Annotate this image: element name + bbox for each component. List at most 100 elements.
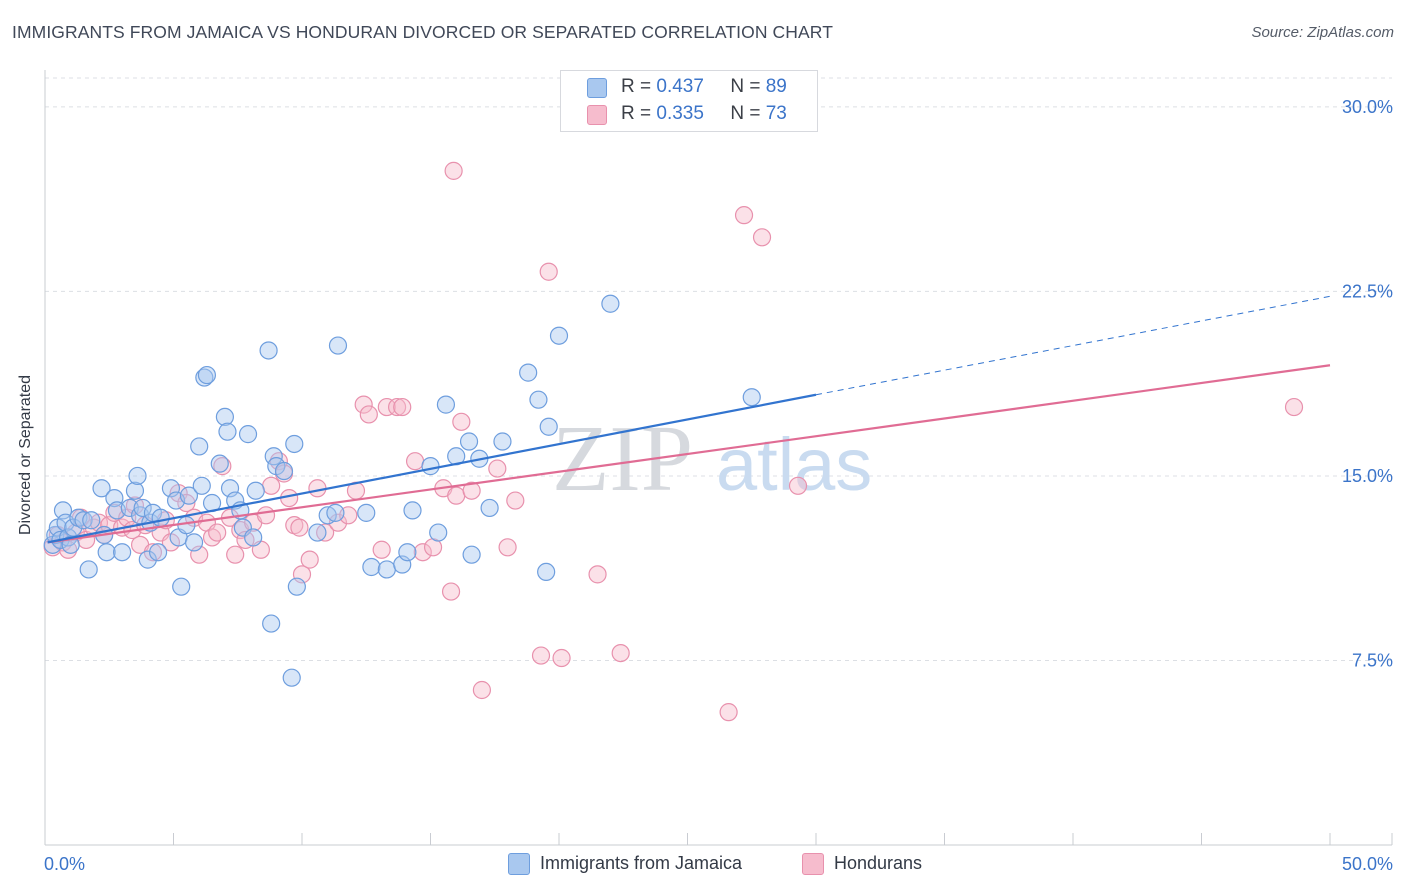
honduran-point [213, 457, 232, 476]
honduran-point [1284, 397, 1304, 417]
jamaica-point [519, 363, 538, 382]
watermark: ZIP atlas [552, 407, 872, 511]
x-tick-label-min: 0.0% [44, 854, 85, 874]
jamaica-point [148, 543, 168, 562]
honduran-point [441, 582, 461, 601]
y-tick-label: 30.0% [1342, 97, 1393, 117]
watermark-zip: ZIP [552, 407, 693, 511]
bottom-legend-label-hondurans: Hondurans [834, 853, 923, 873]
honduran-point [452, 412, 471, 431]
jamaica-point [112, 543, 132, 562]
honduran-point [308, 479, 327, 498]
legend-n-label: N = [730, 76, 761, 97]
jamaica-point [244, 528, 263, 547]
bottom-legend-swatch-jamaica [508, 853, 530, 875]
honduran-point [387, 397, 407, 417]
jamaica-point [184, 533, 204, 552]
jamaica-point [326, 503, 345, 522]
watermark-atlas: atlas [716, 423, 872, 506]
jamaica-point [742, 388, 761, 407]
jamaica-point [125, 481, 145, 500]
legend-n-value: 89 [765, 76, 787, 97]
jamaica-point [549, 326, 569, 345]
legend-swatch-jamaica [587, 78, 607, 98]
honduran-point [377, 397, 396, 417]
jamaica-point [179, 486, 199, 505]
jamaica-point [529, 390, 548, 409]
honduran-point [372, 540, 391, 559]
jamaica-point [238, 425, 258, 444]
jamaica-point [403, 501, 422, 520]
jamaica-point [537, 562, 556, 582]
y-tick-label: 22.5% [1342, 281, 1393, 301]
jamaica-point [436, 395, 456, 414]
honduran-point [300, 550, 319, 569]
jamaica-point [328, 336, 348, 355]
jamaica-point [64, 518, 83, 537]
correlation-legend: R = 0.437 N = 89 R = 0.335 N = 73 [560, 70, 818, 132]
legend-text-jamaica: R = 0.437 N = 89 [621, 76, 787, 98]
legend-text-hondurans: R = 0.335 N = 73 [621, 103, 787, 125]
honduran-point [719, 703, 738, 722]
jamaica-point [429, 523, 448, 542]
jamaica-point [259, 341, 278, 360]
jamaica-point [190, 437, 209, 456]
bottom-legend-swatch-hondurans [802, 853, 824, 875]
honduran-point [290, 518, 309, 537]
honduran-point [734, 206, 754, 225]
legend-n-label: N = [730, 103, 761, 124]
jamaica-point [493, 432, 512, 451]
jamaica-point [215, 407, 234, 427]
honduran-point [202, 528, 222, 547]
honduran-point [262, 476, 281, 495]
honduran-point [447, 486, 466, 505]
legend-r-label: R = [621, 76, 652, 97]
honduran-point [472, 680, 491, 700]
jamaica-point [97, 543, 116, 562]
honduran-point [611, 643, 630, 663]
series-jamaica-points [43, 294, 761, 687]
honduran-point [788, 476, 808, 495]
jamaica-point [210, 454, 229, 473]
jamaica-point [197, 365, 217, 385]
honduran-point [462, 481, 481, 500]
honduran-point [531, 646, 551, 665]
honduran-point [488, 459, 507, 478]
jamaica-point [459, 432, 479, 451]
jamaica-point [246, 481, 265, 500]
honduran-point [552, 648, 571, 668]
tick-labels: 7.5% 15.0% 22.5% 30.0% 0.0% 50.0% [44, 97, 1393, 874]
x-tick-label-max: 50.0% [1342, 854, 1393, 874]
honduran-point [359, 405, 378, 424]
honduran-point [506, 491, 525, 510]
jamaica-point [480, 498, 499, 518]
y-tick-label: 7.5% [1352, 650, 1393, 670]
jamaica-point [362, 557, 381, 577]
honduran-point [256, 506, 276, 525]
jamaica-point [282, 668, 301, 687]
honduran-point [588, 565, 607, 584]
honduran-point [354, 395, 373, 414]
honduran-point [444, 161, 463, 180]
jamaica-point [421, 457, 440, 476]
jamaica-point [92, 479, 111, 498]
axes [44, 70, 1393, 846]
jamaica-point [195, 368, 214, 387]
jamaica-point [79, 560, 98, 579]
legend-n-value: 73 [765, 103, 787, 124]
honduran-point [208, 523, 227, 542]
jamaica-point [287, 577, 306, 596]
honduran-point [498, 538, 517, 557]
jamaica-point [398, 543, 417, 562]
trend-line-jamaica-extension [815, 295, 1331, 396]
jamaica-point [82, 511, 101, 530]
jamaica-point [74, 511, 93, 530]
jamaica-point [285, 434, 304, 454]
jamaica-point [120, 498, 139, 518]
honduran-point [539, 262, 558, 281]
legend-r-value: 0.335 [656, 103, 704, 124]
jamaica-point [601, 294, 620, 313]
jamaica-point [262, 614, 281, 633]
trend-lines [47, 295, 1331, 544]
